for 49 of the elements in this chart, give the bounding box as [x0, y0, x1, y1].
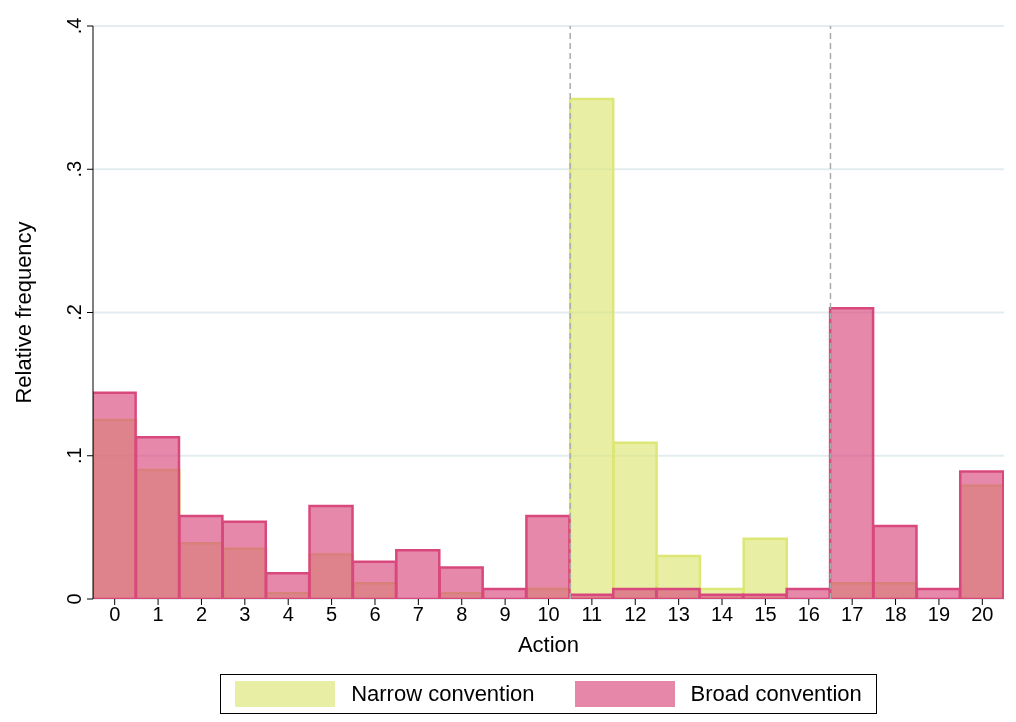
x-tick-label: 8	[456, 603, 468, 626]
bar	[308, 504, 354, 599]
y-tick-label: .3	[63, 160, 85, 178]
bar	[872, 524, 918, 599]
bar	[438, 566, 484, 599]
bar	[395, 549, 441, 599]
x-tick-label: 19	[927, 603, 951, 626]
y-axis-title: Relative frequency	[10, 221, 36, 404]
x-tick-label: 4	[282, 603, 294, 626]
bar	[915, 587, 962, 599]
bar	[221, 520, 268, 599]
y-tick-label: .4	[63, 17, 85, 35]
x-tick-label: 2	[195, 603, 208, 626]
x-tick-label: 6	[369, 603, 381, 626]
x-tick-label: 13	[667, 603, 690, 626]
x-tick-label: 1	[152, 603, 164, 626]
x-tick-label: 3	[239, 603, 251, 626]
x-tick-label: 18	[884, 603, 907, 626]
x-tick-label: 20	[971, 603, 994, 626]
bar	[178, 514, 224, 599]
bar	[828, 306, 875, 599]
x-tick-label: 7	[412, 603, 424, 626]
x-tick-label: 11	[581, 603, 603, 626]
bar	[134, 435, 181, 599]
x-tick-label: 14	[710, 603, 734, 626]
x-tick-label: 9	[499, 603, 511, 626]
y-tick-label: .1	[63, 447, 85, 465]
x-axis-title: Action	[517, 632, 580, 657]
bar	[655, 587, 701, 599]
x-tick-label: 5	[326, 603, 338, 626]
y-tick-label: .2	[63, 304, 85, 321]
legend-label: Narrow convention	[351, 681, 535, 707]
bar	[264, 571, 311, 599]
bar	[785, 587, 831, 599]
bar	[568, 593, 615, 599]
bar	[481, 587, 528, 599]
x-tick-label: 10	[537, 603, 560, 626]
bar	[525, 514, 571, 599]
y-tick-label: 0	[63, 593, 85, 605]
bar	[351, 560, 398, 599]
bar	[611, 587, 658, 599]
x-tick-label: 17	[841, 603, 864, 626]
x-tick-label: 16	[797, 603, 820, 626]
bar	[698, 593, 745, 599]
bar	[742, 593, 788, 599]
x-tick-label: 0	[109, 603, 121, 626]
legend-label: Broad convention	[690, 681, 862, 707]
x-tick-label: 12	[624, 603, 647, 626]
x-tick-label: 15	[754, 603, 777, 626]
